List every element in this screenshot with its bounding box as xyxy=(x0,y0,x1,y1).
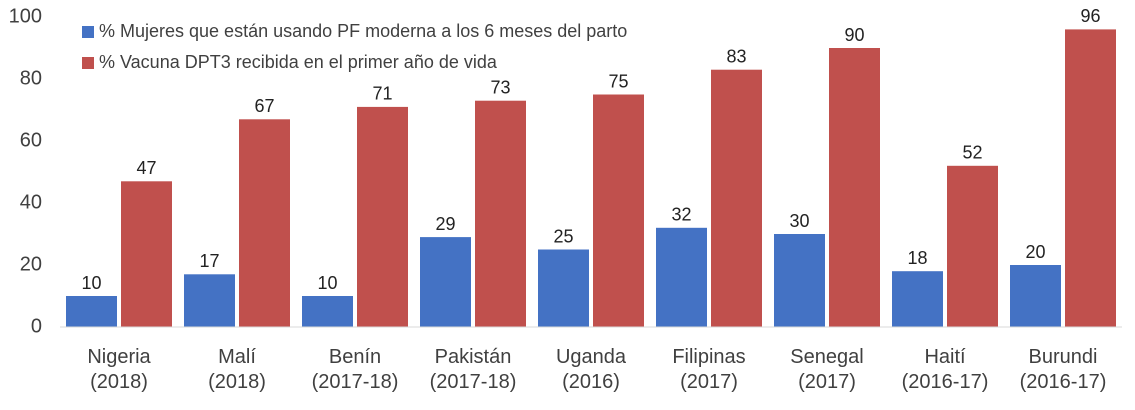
value-label: 75 xyxy=(608,71,628,91)
bar xyxy=(538,249,589,327)
bar xyxy=(593,94,644,327)
bar xyxy=(357,106,408,328)
bar xyxy=(892,271,943,327)
legend-label: % Mujeres que están usando PF moderna a … xyxy=(99,21,627,41)
value-label: 71 xyxy=(372,84,392,104)
value-label: 10 xyxy=(317,273,337,293)
value-label: 52 xyxy=(962,143,982,163)
y-tick-label: 100 xyxy=(9,5,42,27)
value-label: 32 xyxy=(671,205,691,225)
bar xyxy=(302,296,353,327)
legend-swatch xyxy=(82,26,94,38)
value-label: 96 xyxy=(1080,6,1100,26)
x-tick-label: Filipinas (2017) xyxy=(672,346,745,393)
value-label: 18 xyxy=(907,248,927,268)
x-tick-label: Burundi (2016-17) xyxy=(1020,346,1107,393)
value-label: 20 xyxy=(1025,242,1045,262)
value-label: 29 xyxy=(435,214,455,234)
bar xyxy=(121,181,172,327)
y-tick-label: 40 xyxy=(20,191,42,213)
value-label: 73 xyxy=(490,77,510,97)
value-label: 30 xyxy=(789,211,809,231)
bar xyxy=(239,119,290,327)
legend-label: % Vacuna DPT3 recibida en el primer año … xyxy=(99,52,498,72)
bar xyxy=(184,274,235,327)
value-label: 10 xyxy=(81,273,101,293)
x-tick-label: Senegal (2017) xyxy=(790,346,863,393)
value-label: 67 xyxy=(254,96,274,116)
x-tick-label: Benín (2017-18) xyxy=(312,346,399,393)
x-tick-label: Nigeria (2018) xyxy=(87,346,151,393)
bar xyxy=(1010,265,1061,327)
bar xyxy=(656,227,707,327)
bar xyxy=(475,100,526,327)
value-label: 47 xyxy=(136,158,156,178)
bar xyxy=(711,69,762,327)
value-label: 25 xyxy=(553,226,573,246)
value-label: 90 xyxy=(844,25,864,45)
bar xyxy=(1065,29,1116,328)
x-tick-label: Malí (2018) xyxy=(208,346,266,393)
bar xyxy=(829,48,880,327)
value-label: 17 xyxy=(199,251,219,271)
value-label: 83 xyxy=(726,46,746,66)
x-tick-label: Pakistán (2017-18) xyxy=(430,346,517,393)
bar xyxy=(774,234,825,327)
y-tick-label: 0 xyxy=(31,315,42,337)
y-tick-label: 20 xyxy=(20,253,42,275)
y-tick-label: 60 xyxy=(20,129,42,151)
legend-swatch xyxy=(82,57,94,69)
bar xyxy=(420,237,471,327)
x-tick-label: Haití (2016-17) xyxy=(902,346,989,393)
bar xyxy=(947,165,998,327)
bar xyxy=(66,296,117,327)
y-tick-label: 80 xyxy=(20,67,42,89)
x-tick-label: Uganda (2016) xyxy=(556,346,627,393)
